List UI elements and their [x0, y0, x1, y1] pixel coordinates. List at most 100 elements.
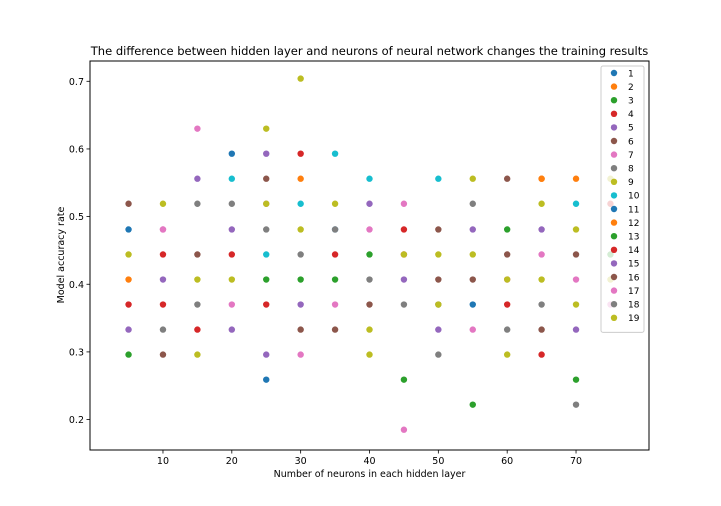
data-point-series-10 — [297, 200, 304, 207]
legend-marker — [610, 110, 618, 118]
data-point-series-4 — [297, 150, 304, 157]
legend-marker — [610, 124, 618, 131]
legend-marker — [610, 219, 618, 226]
data-point-series-10 — [228, 175, 236, 182]
y-axis: 0.2 0.3 0.4 0.5 0.6 0.7 — [69, 77, 90, 426]
data-point-series-19 — [263, 200, 270, 207]
legend-marker — [610, 301, 618, 308]
data-point-series-15 — [400, 276, 408, 283]
legend-marker — [610, 260, 618, 267]
legend-label: 13 — [628, 233, 639, 243]
data-point-series-19 — [228, 276, 236, 283]
legend-label: 11 — [628, 205, 639, 215]
legend-label: 2 — [628, 83, 634, 93]
data-point-series-14 — [159, 251, 167, 258]
data-point-series-19 — [297, 226, 304, 233]
data-point-series-8 — [194, 200, 201, 207]
legend-marker — [610, 69, 618, 77]
chart-title: The difference between hidden layer and … — [90, 44, 648, 58]
legend-marker — [610, 273, 618, 281]
legend-label: 17 — [628, 287, 639, 297]
y-tick-label: 0.6 — [69, 144, 84, 155]
data-point-series-19 — [503, 276, 511, 283]
data-point-series-17 — [331, 301, 339, 308]
data-point-series-18 — [503, 326, 511, 333]
data-point-series-10 — [331, 150, 339, 157]
data-point-series-2 — [572, 175, 580, 182]
legend-marker — [610, 178, 618, 185]
data-point-series-18 — [331, 226, 339, 233]
data-point-series-7 — [400, 200, 408, 207]
data-point-series-9 — [469, 175, 476, 182]
data-point-series-7 — [400, 426, 408, 433]
data-point-series-17 — [469, 326, 476, 333]
data-point-series-17 — [159, 226, 167, 233]
legend-label: 18 — [628, 301, 640, 311]
data-point-series-15 — [469, 226, 476, 233]
data-point-series-5 — [366, 200, 373, 207]
legend-marker — [610, 233, 618, 240]
data-point-series-3 — [125, 351, 132, 358]
data-point-series-10 — [263, 251, 270, 258]
legend-label: 14 — [628, 246, 640, 256]
legend-marker — [610, 205, 618, 213]
data-point-series-16 — [297, 326, 304, 333]
x-tick-label: 40 — [363, 456, 375, 467]
data-point-series-17 — [538, 251, 545, 258]
data-point-series-4 — [538, 351, 545, 358]
data-point-series-9 — [194, 351, 201, 358]
data-point-series-19 — [572, 226, 580, 233]
data-point-series-16 — [572, 251, 580, 258]
data-point-series-16 — [503, 251, 511, 258]
data-point-series-1 — [125, 226, 132, 233]
data-point-series-18 — [263, 226, 270, 233]
data-point-series-5 — [125, 326, 132, 333]
data-point-series-19 — [435, 301, 442, 308]
data-point-series-17 — [572, 276, 580, 283]
data-point-series-15 — [538, 226, 545, 233]
data-point-series-19 — [400, 251, 408, 258]
data-point-series-7 — [297, 351, 304, 358]
x-axis-label: Number of neurons in each hidden layer — [274, 469, 466, 480]
data-point-series-2 — [297, 175, 304, 182]
legend-label: 1 — [628, 69, 634, 79]
data-points — [125, 75, 614, 433]
legend-label: 3 — [628, 97, 634, 107]
x-tick-label: 70 — [570, 456, 582, 467]
data-point-series-18 — [297, 251, 304, 258]
data-point-series-19 — [435, 251, 442, 258]
data-point-series-19 — [366, 326, 373, 333]
legend-marker — [610, 137, 618, 145]
y-tick-label: 0.5 — [69, 212, 84, 223]
data-point-series-13 — [331, 276, 339, 283]
data-point-series-19 — [469, 251, 476, 258]
data-point-series-14 — [503, 301, 511, 308]
data-point-series-3 — [469, 401, 476, 408]
data-point-series-16 — [538, 326, 545, 333]
legend-marker — [610, 314, 618, 321]
data-point-series-18 — [194, 301, 201, 308]
data-point-series-7 — [194, 125, 201, 132]
y-tick-label: 0.3 — [69, 347, 84, 358]
data-point-series-6 — [366, 301, 373, 308]
data-point-series-6 — [125, 200, 132, 207]
data-point-series-12 — [538, 175, 545, 182]
data-point-series-17 — [366, 226, 373, 233]
data-point-series-4 — [263, 301, 270, 308]
data-point-series-8 — [159, 326, 167, 333]
data-point-series-9 — [503, 351, 511, 358]
data-point-series-15 — [572, 326, 580, 333]
legend-label: 9 — [628, 178, 634, 188]
legend-label: 19 — [628, 314, 640, 324]
y-tick-label: 0.7 — [69, 77, 84, 88]
data-point-series-14 — [331, 251, 339, 258]
data-point-series-8 — [469, 200, 476, 207]
data-point-series-17 — [228, 301, 236, 308]
data-point-series-3 — [400, 376, 408, 383]
data-point-series-11 — [469, 301, 476, 308]
data-point-series-10 — [366, 175, 373, 182]
data-point-series-6 — [503, 175, 511, 182]
legend-frame — [600, 65, 645, 333]
data-point-series-10 — [572, 200, 580, 207]
